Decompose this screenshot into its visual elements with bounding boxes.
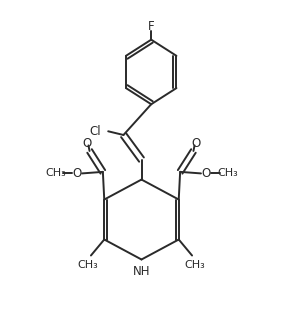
Text: NH: NH	[133, 265, 150, 278]
Text: O: O	[83, 137, 92, 150]
Text: CH₃: CH₃	[78, 260, 98, 270]
Text: F: F	[148, 20, 155, 33]
Text: O: O	[72, 167, 82, 180]
Text: O: O	[201, 167, 211, 180]
Text: CH₃: CH₃	[185, 260, 205, 270]
Text: Cl: Cl	[90, 125, 101, 138]
Text: CH₃: CH₃	[217, 168, 238, 178]
Text: CH₃: CH₃	[45, 168, 66, 178]
Text: O: O	[191, 137, 200, 150]
